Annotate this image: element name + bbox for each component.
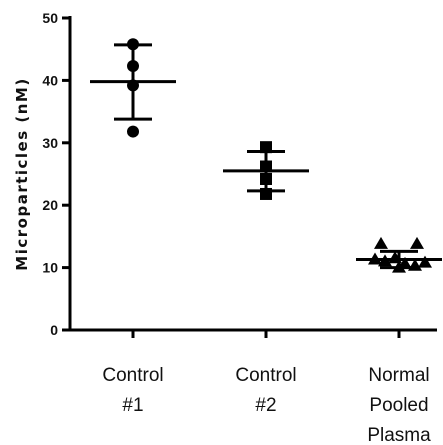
y-tick-label: 10 bbox=[42, 260, 58, 276]
x-tick-label: Normal Pooled Plasma bbox=[367, 365, 431, 445]
series-1 bbox=[90, 38, 176, 138]
data-point bbox=[418, 255, 432, 268]
y-tick-label: 50 bbox=[42, 10, 58, 26]
data-point bbox=[127, 125, 139, 138]
y-axis-label: Microparticles (nM) bbox=[13, 77, 31, 270]
series-2 bbox=[223, 141, 309, 200]
y-tick-label: 20 bbox=[42, 197, 58, 213]
y-tick-label: 40 bbox=[42, 72, 58, 88]
data-point bbox=[410, 236, 424, 249]
plot-area bbox=[90, 38, 442, 273]
x-axis: Control #1 Control #2 Normal Pooled Plasma bbox=[68, 328, 437, 445]
y-tick-label: 0 bbox=[50, 322, 58, 338]
y-axis: 0 10 20 30 40 50 bbox=[42, 10, 72, 338]
series-3 bbox=[356, 236, 442, 273]
y-tick-label: 30 bbox=[42, 135, 58, 151]
data-point bbox=[374, 236, 388, 249]
x-tick-label: Control #1 bbox=[102, 365, 163, 416]
x-tick-label: Control #2 bbox=[235, 365, 296, 416]
